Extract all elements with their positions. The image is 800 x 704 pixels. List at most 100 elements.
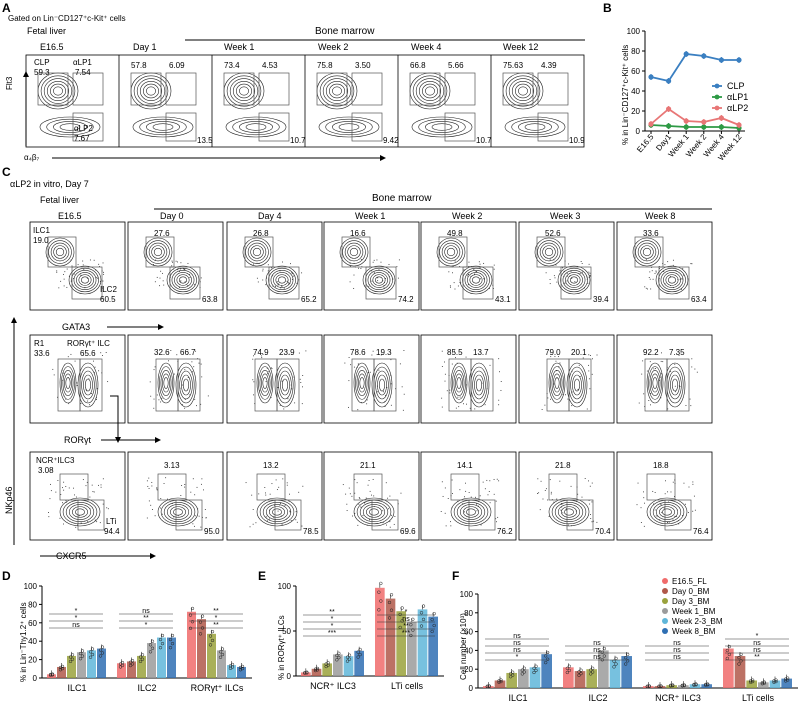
bar [541, 654, 552, 688]
data-point [148, 650, 153, 654]
panel-c-col-3: Day 4 [258, 211, 282, 221]
data-point [240, 664, 245, 669]
data-point [138, 659, 143, 664]
data-point [511, 670, 515, 674]
c-r1-gate-label: R1 [34, 339, 45, 348]
data-point [358, 647, 362, 652]
panel-d-letter: D [2, 569, 11, 583]
bar [87, 650, 96, 678]
c-rorgt-gate-value: 65.6 [80, 349, 96, 358]
panel-c-col-1: E16.5 [58, 211, 82, 221]
c-r3-bottom-value: 76.4 [693, 527, 709, 536]
data-point [128, 660, 133, 664]
a-top-left-value: 75.8 [317, 61, 333, 70]
panel-c-bm-label: Bone marrow [372, 193, 432, 204]
a-alp2-label: αLP2 [74, 124, 93, 133]
data-point [666, 106, 672, 112]
c-r2-left-value: 85.5 [447, 348, 463, 357]
significance-label: * [331, 623, 334, 630]
data-point [315, 666, 320, 671]
data-point [347, 657, 352, 661]
c-lti-value: 94.4 [104, 527, 120, 536]
bar [167, 637, 176, 678]
data-point [522, 666, 526, 670]
panel-a-col-2: Day 1 [133, 42, 157, 52]
data-point [313, 668, 318, 673]
data-point [90, 652, 95, 657]
significance-label: ** [213, 608, 219, 615]
legend-marker [714, 94, 720, 100]
flow-plot-frame [323, 221, 420, 311]
significance-label: * [75, 615, 78, 622]
significance-label: ns [513, 633, 521, 640]
data-point [497, 679, 501, 683]
panel-a-ylabel: Flt3 [5, 76, 14, 90]
panel-c-gata3-label: GATA3 [62, 322, 90, 332]
bar [417, 609, 428, 676]
y-tick-label: 0 [33, 674, 38, 683]
data-point [100, 645, 105, 649]
y-tick-label: 20 [464, 665, 473, 674]
panel-c-title: αLP2 in vitro, Day 7 [10, 179, 89, 189]
data-point [718, 115, 725, 121]
flow-plot-frame [616, 334, 713, 424]
data-point [591, 666, 595, 670]
c-r2-right-value: 66.7 [180, 348, 196, 357]
panel-c-col-4: Week 1 [355, 211, 385, 221]
data-point [140, 653, 145, 657]
a-top-right-value: 3.50 [355, 61, 371, 70]
significance-label: * [215, 615, 218, 622]
data-point [411, 617, 415, 621]
data-point [160, 633, 165, 638]
data-point [218, 655, 223, 659]
c-ilc2-value: 60.5 [100, 295, 116, 304]
y-tick-label: 40 [631, 87, 640, 96]
data-point [379, 599, 383, 603]
data-point [532, 670, 536, 675]
legend-label: Week 2-3_BM [672, 617, 723, 626]
y-tick-label: 60 [631, 67, 640, 76]
data-point [356, 650, 360, 654]
c-r1-gate-value: 33.6 [34, 349, 50, 358]
bar [781, 678, 792, 688]
data-point [751, 679, 755, 684]
data-point [692, 682, 696, 687]
significance-label: *** [402, 630, 410, 637]
panel-c-col-7: Week 8 [645, 211, 675, 221]
c-r2-right-value: 23.9 [279, 348, 295, 357]
a-top-right-value: 4.39 [541, 61, 557, 70]
significance-label: ns [513, 647, 521, 654]
bar [529, 667, 541, 688]
data-point [168, 637, 173, 642]
bar [621, 656, 632, 688]
data-point [762, 680, 766, 684]
data-point [701, 124, 707, 130]
significance-label: ** [329, 609, 335, 616]
data-point [303, 670, 307, 675]
data-point [520, 668, 524, 672]
data-point [589, 672, 593, 676]
c-r1-top-value: 33.6 [643, 229, 659, 238]
c-r3-bottom-value: 78.5 [303, 527, 319, 536]
legend-marker [714, 83, 720, 89]
bar [227, 665, 236, 678]
c-ncr-label: NCR⁺ILC3 [36, 456, 75, 465]
panel-e-letter: E [258, 569, 266, 583]
data-point [546, 650, 550, 655]
bar [385, 598, 396, 676]
panel-c-rorgt-label: RORγt [64, 435, 91, 445]
data-point [188, 613, 193, 617]
data-point [347, 653, 352, 657]
flow-plot-frame [127, 221, 224, 311]
data-point [430, 617, 434, 622]
data-point [497, 680, 501, 685]
data-point [120, 660, 125, 665]
significance-label: ns [673, 640, 681, 647]
bar [734, 656, 746, 688]
data-point [683, 51, 689, 57]
data-point [60, 664, 65, 669]
panel-c-col-5: Week 2 [452, 211, 482, 221]
data-point [725, 648, 729, 653]
